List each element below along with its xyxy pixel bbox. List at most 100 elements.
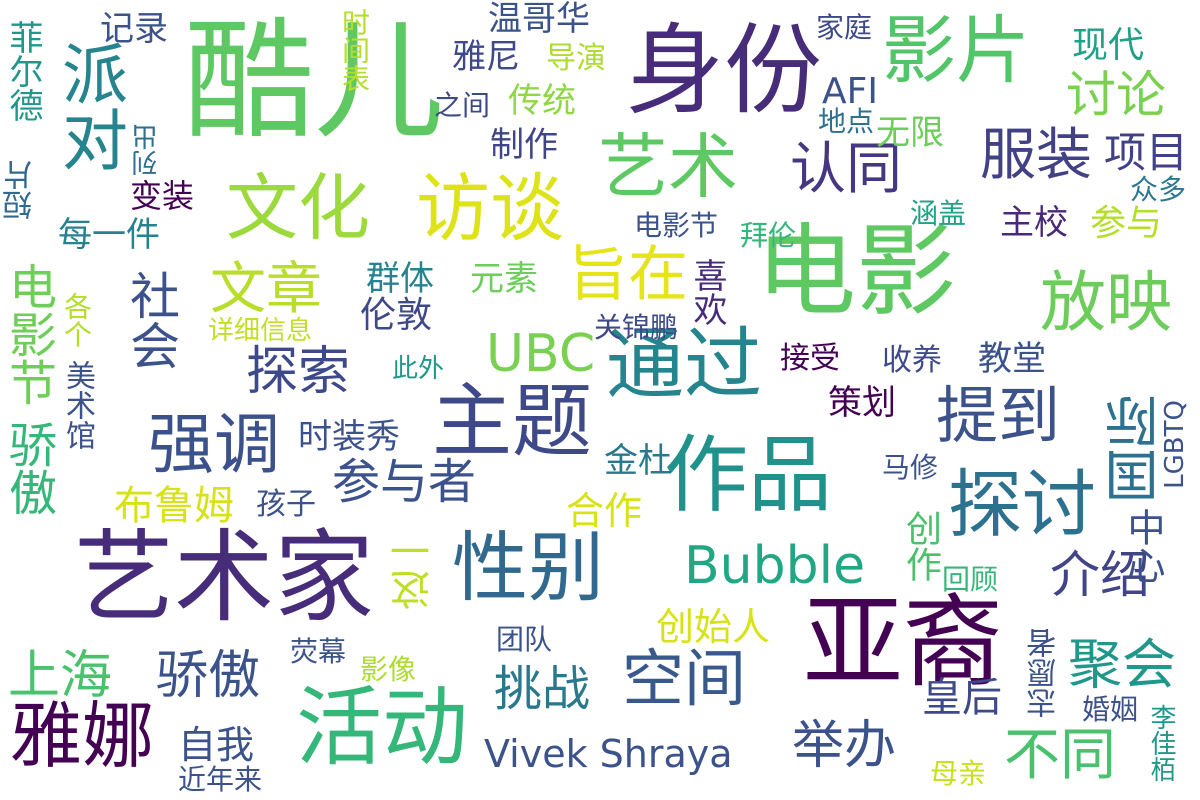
word-xiang-xi-xin-xi: 详细信息 [208,316,313,346]
word-li-jia-bai: 李佳栢 [1146,704,1176,782]
word-zhu-xiao: 主校 [1000,203,1068,243]
word-tan-tao: 探讨 [948,462,1096,548]
word-zhu-ti: 主题 [432,375,592,468]
word-zhi-zai: 旨在 [568,240,688,310]
word-fang-ying: 放映 [1040,264,1172,341]
word-ge-ge: 各个 [60,292,93,348]
word-jiao-ao-vertical: 骄傲 [0,420,56,516]
word-shang-hai: 上海 [8,646,113,706]
word-lie-chu: 列出 [132,124,162,176]
word-shi-jian-biao: 时间表 [338,8,371,92]
word-huo-dong: 活动 [296,678,468,778]
word-he-zuo: 合作 [566,489,643,533]
word-chuang-shi-ren: 创始人 [656,605,771,649]
word-wen-ge-hua: 温哥华 [488,0,590,39]
word-xian-dai: 现代 [1072,25,1145,66]
word-qiang-diao: 强调 [148,406,280,483]
word-jia-ting: 家庭 [816,11,873,44]
word-tuan-dui: 团队 [496,623,553,656]
word-ci-wai: 此外 [392,354,445,384]
word-mei-yi-jian: 每一件 [58,215,160,255]
word-ji-lu: 记录 [100,9,168,49]
word-zhe-yi: 这一 [391,530,437,610]
word-ubc: UBC [486,324,596,384]
word-hun-yin: 婚姻 [1082,693,1139,726]
word-ying-pian: 影片 [882,8,1030,94]
word-ya-yi: 亚裔 [803,584,1003,701]
word-zi-wo: 自我 [178,723,255,767]
word-jin-nian-lai: 近年来 [178,763,263,796]
word-zuo-pin: 作品 [664,426,833,524]
word-mei-shu-guan: 美术馆 [60,360,95,450]
word-wu-xian: 无限 [876,113,944,153]
word-ti-dao: 提到 [936,379,1061,452]
word-ju-ban: 举办 [792,716,897,776]
word-chuang-zuo: 创作 [900,510,941,582]
word-lgbtq: LGBTQ [1160,400,1190,489]
word-bai-lun: 拜伦 [740,219,797,252]
word-can-yu-zhe: 参与者 [332,454,477,510]
word-afi: AFI [822,71,878,112]
word-jie-shao: 介绍 [1050,546,1150,604]
word-xi-huan: 喜欢 [687,258,727,326]
word-tiao-zhan: 挑战 [494,661,591,717]
word-she-hui: 社会 [122,270,180,370]
word-wen-zhang: 文章 [210,257,322,322]
word-tong-guo: 通过 [606,320,763,410]
word-duan-pian: 短片 [3,160,38,220]
word-guo-ji: 国际 [1105,395,1168,503]
word-xing-bie: 性别 [452,523,604,612]
word-tan-suo: 探索 [246,342,351,402]
word-ya-ni: 雅尼 [452,37,520,77]
word-jin-du: 金杜 [604,441,672,481]
word-shen-fen: 身份 [626,14,823,128]
word-fang-tan: 访谈 [416,166,564,252]
word-ma-xiu: 马修 [882,451,939,484]
word-dian-ying-jie: 电影节 [0,262,56,406]
word-zhi-yuan-zhe: 志愿者 [1027,628,1062,718]
word-wen-hua: 文化 [226,166,371,250]
word-fei-er-de: 菲尔德 [3,20,43,122]
word-jie-shou: 接受 [780,341,840,376]
word-yi-shu-jia: 艺术家 [74,519,374,636]
word-shi-zhuang-xiu: 时装秀 [298,417,400,457]
word-ying-xiang: 影像 [360,653,417,686]
word-zhi-jian: 之间 [434,89,491,122]
word-qun-ti: 群体 [366,259,434,299]
word-vivek-shraya: Vivek Shraya [484,732,733,776]
word-lun-dun: 伦敦 [360,295,433,336]
word-zhong-xin: 中心 [1121,508,1165,584]
word-can-yu: 参与 [1090,203,1163,244]
word-han-gai: 涵盖 [910,197,967,230]
word-shou-yang: 收养 [882,343,942,378]
word-xiang-mu: 项目 [1104,128,1189,177]
word-huang-hou: 皇后 [922,675,1002,721]
word-ju-hui: 聚会 [1068,633,1176,696]
word-jiao-ao: 骄傲 [156,646,261,706]
word-jiao-tang: 教堂 [978,339,1046,379]
word-ya-na: 雅娜 [10,694,155,778]
word-fu-zhuang: 服装 [980,123,1092,188]
word-zhi-zuo: 制作 [490,125,558,165]
word-pai-dui: 派对 [51,40,128,172]
word-dian-ying-jie-small: 电影节 [634,209,719,242]
word-ying-mu: 荧幕 [290,635,347,668]
word-ku-er: 酷儿 [184,5,445,157]
word-ren-tong: 认同 [790,137,902,202]
word-chuan-tong: 传统 [508,81,576,121]
word-mu-qin: 母亲 [930,757,987,790]
word-zhong-duo: 众多 [1130,173,1187,206]
word-bubble: Bubble [684,536,866,596]
word-ce-hua: 策划 [828,383,896,423]
word-bian-zhuang: 变装 [130,177,195,215]
word-bu-tong: 不同 [1004,723,1116,788]
word-guan-jin-peng: 关锦鹏 [594,311,679,344]
word-yi-shu: 艺术 [598,126,738,208]
word-dao-yan: 导演 [546,41,606,76]
word-di-dian: 地点 [818,105,875,138]
word-yuan-su: 元素 [470,259,538,299]
word-dian-ying: 电影 [756,213,956,330]
word-bu-lu-mu: 布鲁姆 [114,483,234,529]
word-kong-jian: 空间 [622,642,747,715]
